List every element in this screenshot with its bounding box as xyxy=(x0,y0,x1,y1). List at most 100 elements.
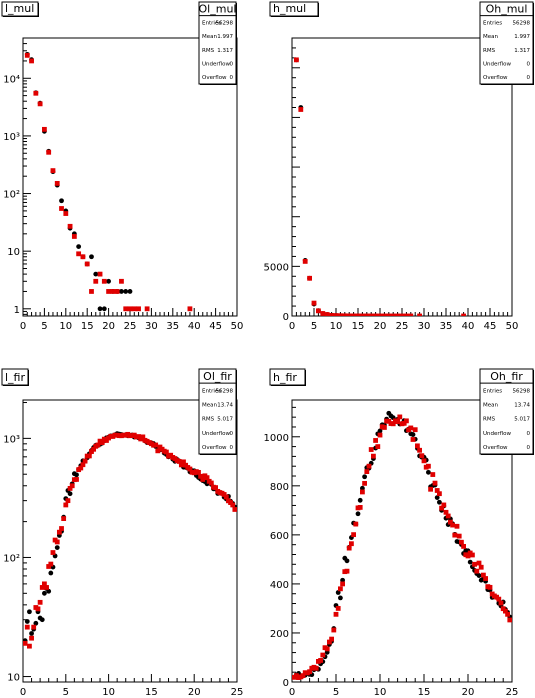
data-point-black xyxy=(355,511,361,517)
data-point-red xyxy=(91,446,97,452)
data-point-red xyxy=(196,469,201,475)
stats-label: RMS xyxy=(202,417,215,423)
x-tick-label: 5 xyxy=(41,321,47,332)
data-point-red xyxy=(351,532,356,538)
y-tick-label: 1000 xyxy=(264,433,289,444)
panel-2: 0 5 10 15 20 25 10 10² 10³ l_fir Ol_fir Entries5629… xyxy=(1,368,244,698)
data-point-red xyxy=(311,300,317,306)
x-tick-label: 15 xyxy=(81,321,94,332)
stats-value: 0 xyxy=(230,445,234,451)
data-point-black xyxy=(127,289,133,294)
data-point-black xyxy=(101,306,107,312)
data-point-red xyxy=(106,289,111,294)
data-point-red xyxy=(470,552,475,558)
data-point-red xyxy=(119,278,124,284)
data-point-black xyxy=(93,271,99,277)
data-point-red xyxy=(163,449,169,455)
data-point-red xyxy=(56,529,62,535)
x-tick-label: 0 xyxy=(289,687,295,698)
data-point-red xyxy=(35,606,41,612)
data-point-red xyxy=(434,488,440,493)
data-point-red xyxy=(419,453,425,459)
data-point-red xyxy=(59,526,64,531)
x-tick-label: 5 xyxy=(311,321,317,332)
data-point-red xyxy=(404,313,409,316)
data-point-black xyxy=(338,595,343,601)
data-point-black xyxy=(426,469,431,475)
y-tick-label: 5000 xyxy=(264,262,289,273)
data-point-red xyxy=(63,502,69,508)
data-point-red xyxy=(448,519,453,525)
stats-label: RMS xyxy=(483,417,496,423)
data-point-red xyxy=(430,472,436,477)
data-point-red xyxy=(364,469,370,475)
data-point-red xyxy=(459,539,464,545)
data-point-red xyxy=(37,599,43,605)
data-point-red xyxy=(131,306,137,312)
data-point-red xyxy=(198,473,204,479)
data-point-red xyxy=(417,447,422,453)
data-point-red xyxy=(441,502,447,508)
x-tick-label: 0 xyxy=(20,321,26,332)
x-tick-label: 50 xyxy=(506,321,519,332)
title-box xyxy=(1,368,29,386)
stats-value: 0 xyxy=(527,431,531,437)
data-point-red xyxy=(399,313,405,316)
data-point-red xyxy=(465,553,471,559)
data-point-red xyxy=(443,509,449,515)
data-point-red xyxy=(498,600,504,606)
stats-label: Entries xyxy=(483,388,502,394)
data-point-red xyxy=(412,427,418,433)
data-point-red xyxy=(200,477,206,482)
stats-label: Mean xyxy=(202,402,217,408)
data-point-black xyxy=(335,590,341,595)
x-tick-label: 20 xyxy=(462,687,475,698)
data-point-red xyxy=(89,289,94,294)
x-tick-label: 20 xyxy=(374,321,387,332)
x-tick-label: 0 xyxy=(289,321,295,332)
data-point-black xyxy=(410,432,416,437)
markers xyxy=(24,51,193,312)
y-tick-label: 10 xyxy=(7,247,20,258)
data-point-red xyxy=(213,485,218,491)
data-point-red xyxy=(368,313,374,316)
stats-value: 56298 xyxy=(513,388,531,394)
x-tick-label: 35 xyxy=(440,321,453,332)
y-tick-label: 10² xyxy=(3,553,20,564)
stats-label: Overflow xyxy=(202,445,227,451)
stats-name: Oh_fir xyxy=(490,370,523,383)
x-tick-label: 25 xyxy=(231,687,244,698)
data-point-red xyxy=(500,606,506,612)
data-point-red xyxy=(33,90,39,96)
data-point-red xyxy=(366,463,372,469)
data-point-red xyxy=(61,516,67,521)
data-point-red xyxy=(136,434,141,439)
data-point-red xyxy=(140,434,146,440)
data-point-red xyxy=(395,313,400,316)
data-point-red xyxy=(80,254,86,260)
data-point-red xyxy=(176,459,182,464)
data-point-red xyxy=(421,458,427,464)
histogram-title: h_fir xyxy=(273,371,297,384)
stats-value: 5.017 xyxy=(217,417,233,423)
data-point-red xyxy=(410,437,416,442)
data-point-red xyxy=(428,486,433,492)
title-box xyxy=(1,1,39,17)
data-point-red xyxy=(99,440,105,446)
data-point-black xyxy=(27,609,32,615)
data-point-red xyxy=(63,211,69,216)
data-point-black xyxy=(48,570,54,576)
y-tick-label: 10 xyxy=(7,673,20,684)
x-tick-label: 20 xyxy=(102,321,115,332)
y-tick-label: 1 xyxy=(14,305,20,316)
data-point-red xyxy=(478,564,484,570)
data-point-red xyxy=(335,606,341,611)
stats-label: RMS xyxy=(483,48,496,54)
data-point-red xyxy=(318,658,323,663)
x-tick-label: 5 xyxy=(333,687,339,698)
data-point-black xyxy=(42,590,47,596)
data-point-black xyxy=(59,198,64,204)
data-point-red xyxy=(432,480,438,486)
data-point-red xyxy=(340,581,345,587)
data-point-red xyxy=(377,432,383,438)
